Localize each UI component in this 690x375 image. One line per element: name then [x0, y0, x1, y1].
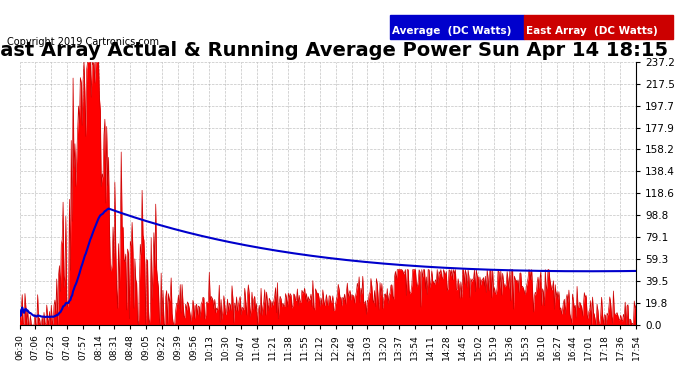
Title: East Array Actual & Running Average Power Sun Apr 14 18:15: East Array Actual & Running Average Powe…: [0, 41, 669, 60]
Text: Copyright 2019 Cartronics.com: Copyright 2019 Cartronics.com: [7, 37, 159, 47]
Text: Average  (DC Watts): Average (DC Watts): [392, 26, 511, 36]
Text: East Array  (DC Watts): East Array (DC Watts): [526, 26, 658, 36]
